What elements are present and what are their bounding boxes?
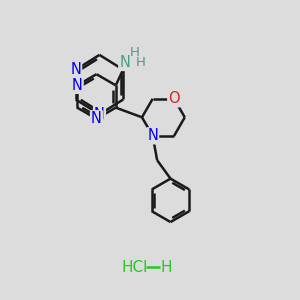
Text: N: N [91,111,102,126]
Text: N: N [147,128,158,143]
Text: H: H [136,56,146,69]
Text: N: N [94,107,105,122]
Text: O: O [168,91,180,106]
Text: N: N [119,55,130,70]
Text: N: N [72,78,83,93]
Text: HCl: HCl [122,260,148,275]
Text: N: N [70,62,81,77]
Text: H: H [160,260,172,275]
Text: H: H [130,46,140,59]
